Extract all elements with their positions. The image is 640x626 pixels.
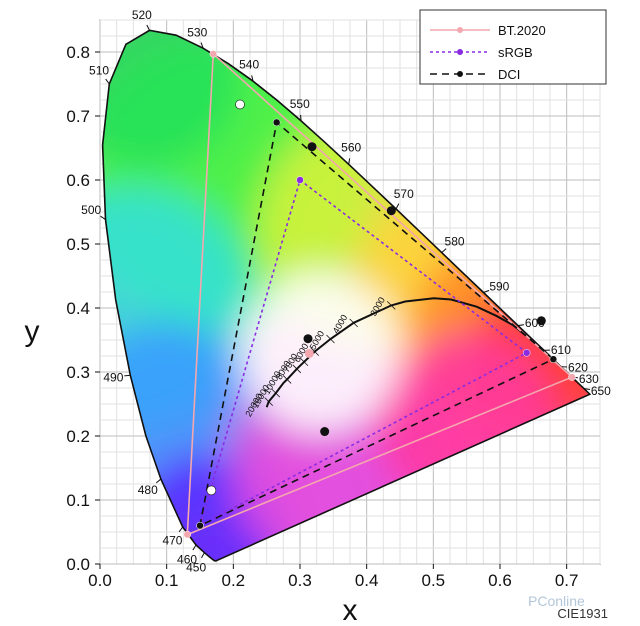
wavelength-label: 480 — [138, 483, 158, 497]
gamut-series-layer — [183, 50, 576, 539]
primary-point — [196, 521, 204, 530]
y-tick-label: 0.7 — [66, 107, 90, 126]
legend-label: sRGB — [498, 45, 533, 60]
marker-point — [320, 427, 330, 437]
y-tick-label: 0.3 — [66, 363, 90, 382]
wavelength-label: 500 — [81, 203, 101, 217]
cct-tick — [299, 357, 309, 367]
wavelength-label: 590 — [489, 279, 509, 293]
cct-tick — [292, 364, 302, 374]
wavelength-label: 560 — [341, 140, 361, 154]
wavelength-label: 510 — [89, 63, 109, 77]
x-tick-label: 0.6 — [488, 571, 512, 590]
primary-point — [549, 355, 558, 363]
wavelength-tick — [583, 388, 591, 390]
wavelength-tick — [146, 24, 150, 31]
cct-tick — [282, 375, 292, 384]
primary-point — [296, 176, 304, 184]
wavelength-tick — [124, 374, 131, 377]
wavelength-label: 580 — [445, 235, 465, 249]
wavelength-label: 470 — [162, 534, 182, 548]
axes: 0.0 0.1 0.2 0.3 0.4 0.5 0.6 0.7 0.0 0.1 0.2 0.3 0.4 0… — [66, 43, 578, 590]
gamut-triangle-dci — [198, 120, 555, 527]
y-tick-label: 0.8 — [66, 43, 90, 62]
marker-point — [235, 99, 245, 110]
wavelength-label: 650 — [591, 384, 611, 398]
watermark: PConline — [528, 593, 585, 609]
wavelength-tick — [155, 478, 162, 484]
y-tick-label: 0.5 — [66, 235, 90, 254]
cct-tick — [310, 347, 320, 356]
y-tick-label: 0.4 — [66, 299, 90, 318]
cct-tick — [264, 397, 274, 406]
gamut-triangle-srgb — [198, 178, 529, 528]
x-tick-label: 0.0 — [88, 571, 112, 590]
wavelength-tick — [105, 78, 110, 85]
legend-marker — [457, 49, 463, 55]
marker-point — [386, 206, 396, 216]
wavelength-label: 490 — [103, 370, 123, 384]
x-tick-label: 0.4 — [355, 571, 379, 590]
caption: CIE1931 — [557, 606, 608, 621]
marker-point — [206, 485, 217, 496]
wavelength-label: 530 — [187, 25, 207, 39]
wavelength-label: 520 — [132, 8, 152, 22]
legend-label: BT.2020 — [498, 23, 546, 38]
legend-label: DCI — [498, 67, 520, 82]
x-tick-label: 0.5 — [422, 571, 446, 590]
wavelength-tick — [251, 75, 254, 82]
wavelength-label: 450 — [186, 561, 206, 575]
x-tick-label: 0.2 — [222, 571, 246, 590]
wavelength-tick — [200, 42, 204, 49]
wavelength-tick — [348, 158, 351, 165]
y-axis-title: y — [25, 315, 40, 348]
y-tick-label: 0.2 — [66, 427, 90, 446]
wavelength-label: 550 — [290, 97, 310, 111]
marker-point — [304, 348, 314, 358]
primary-point — [183, 530, 192, 539]
y-tick-label: 0.0 — [66, 555, 90, 574]
wavelength-tick — [192, 544, 197, 551]
legend-marker — [457, 71, 463, 77]
y-tick-label: 0.6 — [66, 171, 90, 190]
cct-tick — [326, 334, 335, 344]
wavelength-tick — [441, 248, 447, 253]
wavelength-tick — [483, 289, 490, 293]
x-tick-label: 0.7 — [555, 571, 579, 590]
legend: BT.2020 sRGB DCI — [419, 9, 607, 85]
legend-marker — [457, 27, 463, 33]
wavelength-label: 570 — [394, 187, 414, 201]
primary-point — [209, 50, 218, 58]
wavelength-label: 630 — [579, 372, 599, 386]
primary-point — [568, 373, 576, 381]
marker-point — [307, 142, 317, 152]
legend-box — [419, 9, 607, 85]
marker-point — [536, 316, 546, 326]
x-tick-label: 0.3 — [288, 571, 312, 590]
cct-tick — [386, 301, 396, 310]
extra-points-layer — [206, 99, 546, 496]
cct-tick — [349, 318, 358, 328]
wavelength-tick — [517, 324, 525, 327]
wavelength-tick — [100, 215, 106, 220]
cct-tick — [271, 388, 281, 398]
color-blob — [240, 272, 400, 433]
gamut-triangle-bt-2020 — [186, 52, 574, 536]
wavelength-label: 620 — [568, 361, 588, 375]
wavelength-tick — [178, 526, 184, 533]
marker-point — [303, 334, 313, 344]
x-tick-label: 0.1 — [155, 571, 179, 590]
primary-point — [272, 118, 281, 127]
wavelength-label: 460 — [177, 552, 197, 566]
wavelength-label: 540 — [239, 58, 259, 72]
y-tick-label: 0.1 — [66, 491, 90, 510]
primary-point — [522, 349, 531, 357]
wavelength-label: 610 — [551, 343, 571, 357]
wavelength-tick — [395, 203, 400, 210]
x-axis-title: x — [343, 594, 358, 626]
wavelength-tick — [201, 552, 205, 559]
